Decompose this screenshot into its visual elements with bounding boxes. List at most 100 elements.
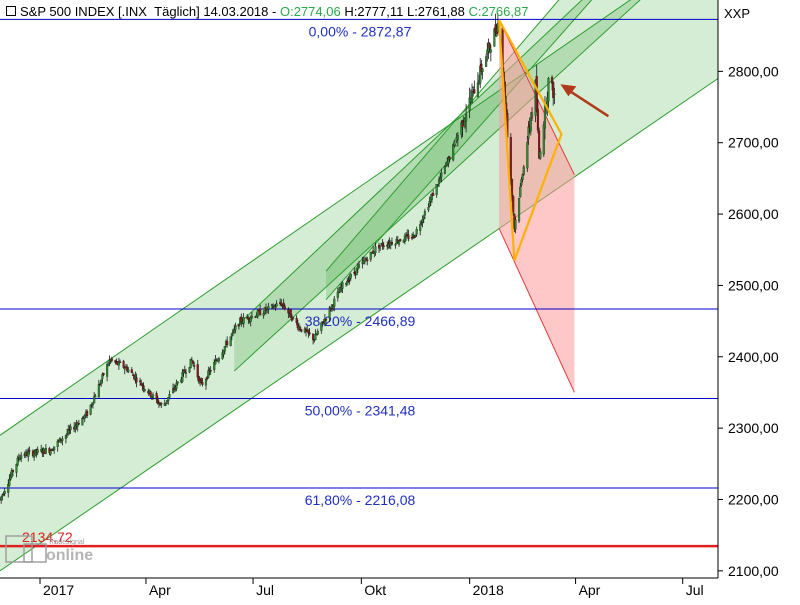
candle-body-63 [101,374,104,379]
trend-channel-2-upper-line [233,0,583,329]
candle-body-225 [369,251,372,260]
fib-label-2: 38,20% - 2466,89 [305,313,416,329]
high-value: H:2777,11 [344,4,404,19]
candle-body-149 [242,317,245,324]
candle-body-145 [237,324,240,327]
right-axis-panel [718,0,800,600]
fib-label-1: 0,00% - 2872,87 [309,23,412,39]
candle-body-108 [175,382,178,389]
fib-label-3: 50,00% - 2341,48 [305,403,416,419]
candle-body-239 [390,241,394,245]
candle-body-244 [399,239,402,242]
x-tick-label-6: Jul [686,582,704,598]
trend-channel-3-upper-line [325,0,560,272]
candle-body-197 [322,322,325,325]
candle-body-167 [273,305,276,308]
candle-body-314 [514,219,517,230]
candle-body-329 [539,151,542,159]
candle-body-274 [448,156,451,160]
candle-body-191 [313,339,316,342]
candle-body-64 [102,373,105,376]
candle-body-321 [527,126,530,139]
candle-body-89 [143,389,146,391]
candle-body-335 [550,77,554,84]
candle-body-104 [168,394,171,398]
candle-body-279 [456,135,459,140]
candle-body-109 [176,381,179,384]
plot-area [0,0,718,578]
x-tick-label-2: Jul [256,582,274,598]
tradesignal-logo: Tradesignal online [5,535,93,564]
candle-body-320 [526,142,529,169]
candle-body-39 [61,438,64,441]
candle-body-318 [521,174,524,180]
candle-body-195 [320,322,323,331]
candle-body-79 [127,369,130,373]
candle-body-103 [167,396,170,401]
candle-body-319 [522,166,525,175]
candle-body-48 [76,423,79,427]
candle-body-269 [440,172,443,178]
candle-body-205 [336,291,339,298]
candle-body-124 [201,381,204,385]
candle-body-31 [49,450,52,455]
candle-body-330 [542,124,545,155]
candle-body-66 [107,363,110,366]
y-tick-label-4: 2500,00 [728,277,779,293]
candle-body-192 [314,333,317,341]
grid-layer [0,0,718,578]
candle-body-114 [184,372,188,374]
candle-body-75 [122,360,125,368]
y-tick-label-3: 2400,00 [728,349,779,365]
candle-body-194 [316,331,319,335]
header-date: 14.03.2018 [203,4,269,19]
candle-body-19 [28,450,31,452]
candle-body-58 [93,396,96,404]
candle-body-139 [226,340,229,345]
candle-body-323 [529,117,532,132]
candle-body-290 [476,82,479,98]
candle-body-130 [213,362,216,370]
candle-body-177 [289,309,292,318]
candle-body-4 [3,491,6,494]
candle-body-131 [214,359,217,365]
fib-layer: 0,00% - 2872,87 38,20% - 2466,89 50,00% - … [0,18,718,548]
candle-body-276 [453,141,456,147]
candle-body-260 [427,207,430,211]
candle-body-288 [472,86,475,88]
candle-body-240 [394,244,397,246]
x-tick-label-4: 2018 [473,582,504,598]
candle-body-101 [164,402,168,404]
candle-body-295 [485,56,488,67]
candle-body-137 [223,346,226,352]
candle-body-115 [188,367,191,373]
candle-body-289 [473,89,476,94]
candle-body-25 [40,449,43,452]
candle-body-298 [488,43,491,49]
candle-body-336 [552,82,555,98]
candle-body-168 [274,306,277,309]
interval-label: Täglich] [154,4,200,19]
candle-body-125 [204,379,208,386]
candle-body-222 [363,259,366,262]
candle-body-196 [321,321,324,323]
candle-body-211 [346,281,349,286]
candle-body-9 [11,470,14,473]
candle-body-2 [1,494,4,497]
candle-body-97 [157,402,160,404]
candle-body-3 [2,494,5,496]
candle-body-157 [256,310,259,317]
annotation-arrowhead [560,84,577,97]
candle-body-254 [415,229,418,235]
candle-body-144 [234,326,237,330]
candle-body-255 [419,224,422,231]
triangle-pattern [497,19,563,261]
candle-body-59 [94,395,97,398]
candle-body-174 [283,306,286,310]
candle-body-147 [240,316,243,323]
candles-layer [0,13,556,504]
triangle-layer [497,19,563,261]
logo-line1: Tradesignal [48,539,85,546]
